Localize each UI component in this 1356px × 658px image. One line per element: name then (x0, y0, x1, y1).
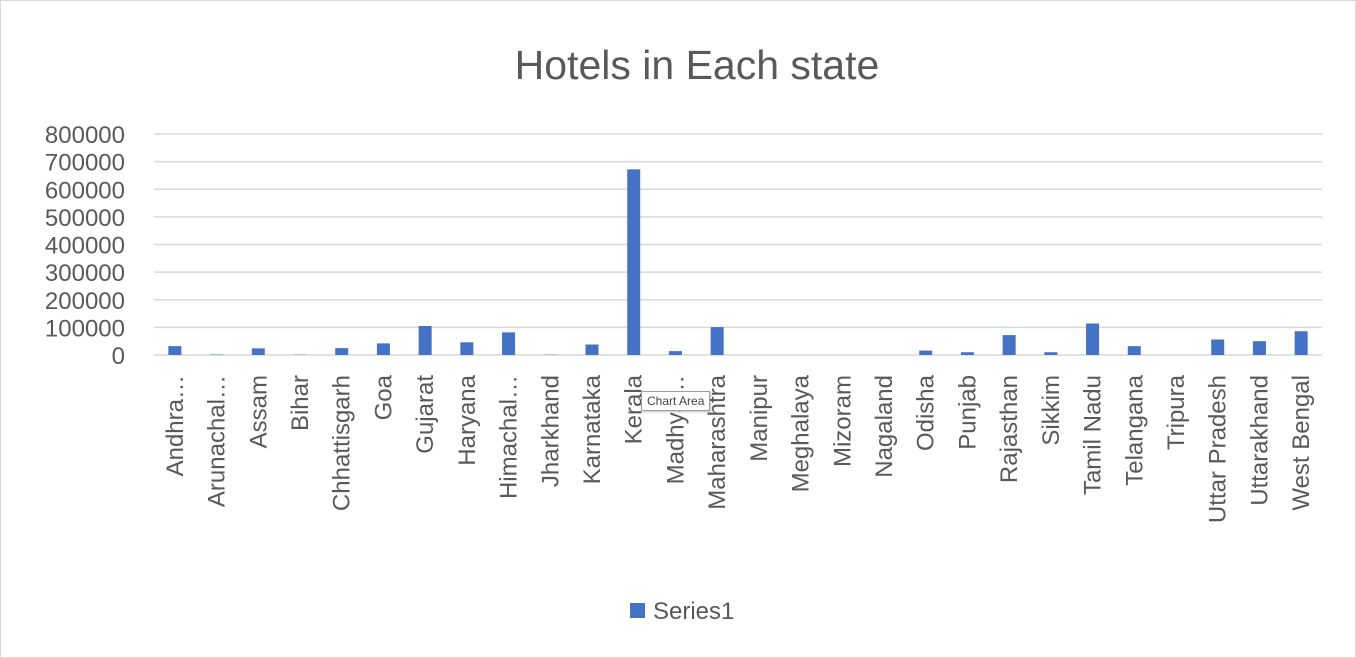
bar (960, 352, 974, 355)
bar (251, 348, 265, 355)
x-tick-label: Sikkim (1038, 375, 1065, 446)
x-tick-label: Nagaland (871, 375, 898, 478)
x-tick-label: Andhra… (162, 375, 189, 476)
x-tick-label: Odisha (913, 374, 940, 451)
bar (627, 169, 641, 355)
bar (710, 327, 724, 355)
x-tick-label: Goa (370, 374, 397, 420)
legend-swatch (630, 603, 645, 618)
x-tick-label: Manipur (746, 375, 773, 462)
bar (460, 342, 474, 355)
bars (168, 169, 1308, 355)
bar (168, 346, 182, 355)
y-tick-label: 300000 (45, 260, 125, 287)
x-tick-label: Jharkhand (537, 375, 564, 487)
x-axis-labels: Andhra… Arunachal… Assam Bihar Chhattisgarh G… (162, 374, 1315, 523)
x-tick-label: Arunachal… (204, 375, 231, 507)
x-tick-label: Tamil Nadu (1080, 375, 1107, 495)
bar (1086, 323, 1100, 355)
y-tick-label: 200000 (45, 288, 125, 315)
y-tick-label: 600000 (45, 177, 125, 204)
bar (1127, 346, 1141, 355)
x-tick-label: Mizoram (829, 375, 856, 467)
bar (668, 351, 682, 355)
bar (502, 332, 516, 355)
x-tick-label: Uttarakhand (1246, 375, 1273, 506)
bar (919, 350, 933, 355)
bar (1044, 352, 1058, 355)
bar (1002, 335, 1016, 355)
gridlines (154, 133, 1322, 356)
chart-title: Hotels in Each state (515, 42, 880, 88)
bar (376, 343, 390, 355)
bar (1211, 339, 1225, 355)
y-tick-label: 400000 (45, 233, 125, 260)
bar (1294, 331, 1308, 355)
chart-area-tooltip: Chart Area (641, 391, 711, 411)
x-tick-label: West Bengal (1288, 375, 1315, 511)
y-tick-label: 500000 (45, 205, 125, 232)
legend: Series1 (630, 598, 734, 625)
x-tick-label: Karnataka (579, 374, 606, 484)
legend-label: Series1 (653, 598, 734, 625)
x-tick-label: Chhattisgarh (329, 375, 356, 511)
x-tick-label: Haryana (454, 374, 481, 465)
bar (1252, 341, 1266, 355)
y-tick-label: 800000 (45, 122, 125, 149)
x-tick-label: Uttar Pradesh (1205, 375, 1232, 523)
bar (418, 325, 432, 355)
y-axis-ticks: 0100000200000300000400000500000600000700… (45, 122, 125, 370)
y-tick-label: 100000 (45, 315, 125, 342)
y-tick-label: 0 (112, 343, 125, 370)
x-tick-label: Meghalaya (788, 374, 815, 492)
x-tick-label: Punjab (954, 375, 981, 450)
x-tick-label: Telangana (1121, 374, 1148, 485)
bar (585, 344, 599, 355)
x-tick-label: Assam (245, 375, 272, 448)
x-tick-label: Himachal… (496, 375, 523, 499)
x-tick-label: Gujarat (412, 375, 439, 454)
y-tick-label: 700000 (45, 150, 125, 177)
bar (335, 348, 349, 355)
x-tick-label: Bihar (287, 375, 314, 431)
x-tick-label: Rajasthan (996, 375, 1023, 483)
x-tick-label: Tripura (1163, 374, 1190, 450)
